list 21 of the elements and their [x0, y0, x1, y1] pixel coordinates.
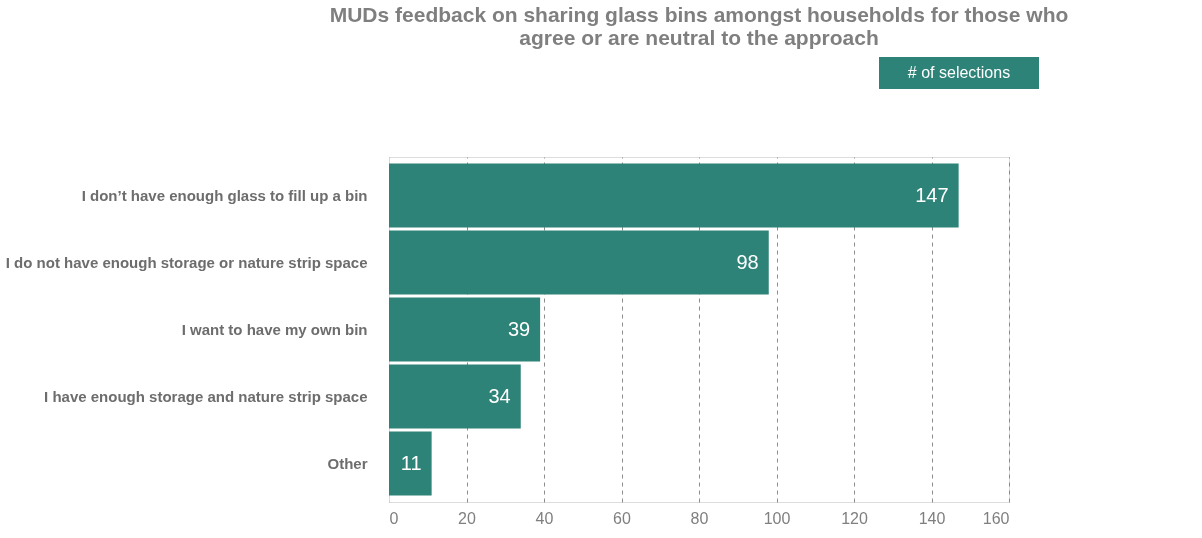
data-label: 98 — [736, 250, 759, 273]
x-tick-label: 0 — [389, 509, 399, 527]
chart-title: MUDs feedback on sharing glass bins amongst households for those who agree or are neutral to the approach — [329, 3, 1069, 49]
x-tick-label: 20 — [458, 509, 476, 527]
x-tick-label: 140 — [918, 509, 946, 527]
x-tick-label: 160 — [982, 509, 1010, 527]
data-label: 147 — [915, 183, 949, 206]
x-tick-label: 60 — [613, 509, 631, 527]
data-label: 11 — [400, 451, 422, 474]
x-tick-label: 120 — [841, 509, 868, 527]
y-tick-label: I want to have my own bin — [181, 321, 368, 338]
y-tick-label: I do not have enough storage or nature strip space — [5, 254, 368, 271]
text: # of selections — [907, 64, 1011, 81]
y-tick-label: I have enough storage and nature strip space — [44, 388, 368, 405]
y-tick-label: I don’t have enough glass to fill up a bin — [81, 187, 368, 204]
x-tick-label: 80 — [690, 509, 709, 527]
y-tick-label: Other — [327, 455, 368, 472]
data-label: 39 — [507, 317, 531, 340]
data-label: 34 — [488, 384, 511, 407]
x-tick-label: 100 — [763, 509, 791, 527]
x-tick-label: 40 — [535, 509, 554, 527]
